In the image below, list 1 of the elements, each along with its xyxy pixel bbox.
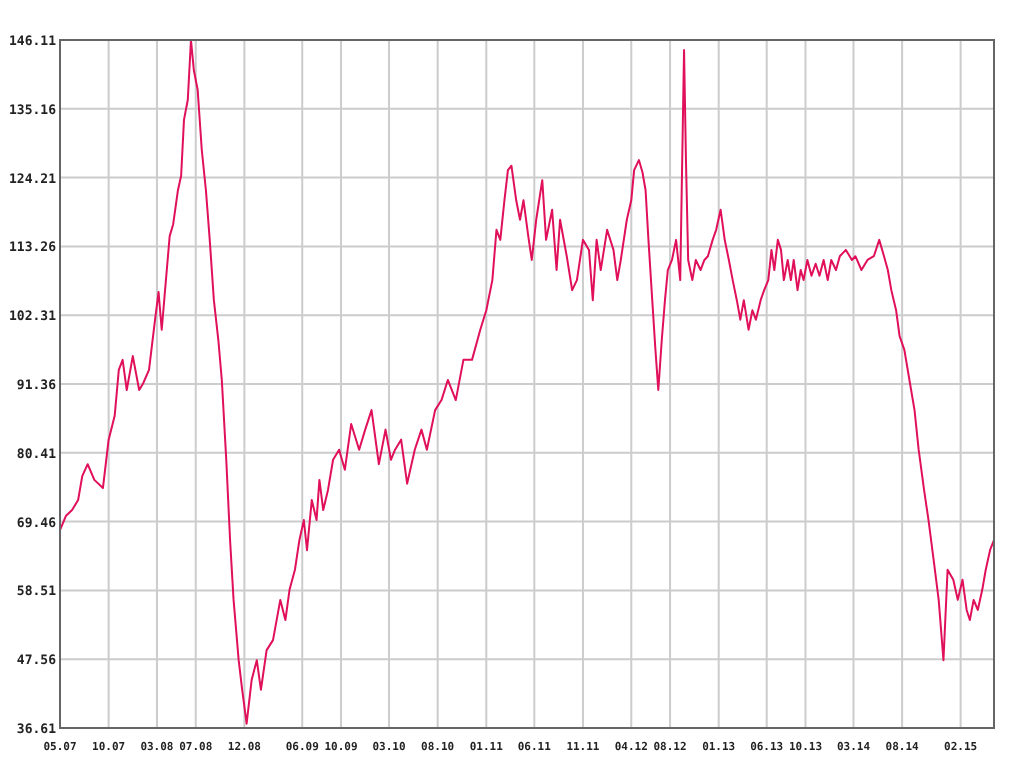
line-series (59, 39, 995, 725)
